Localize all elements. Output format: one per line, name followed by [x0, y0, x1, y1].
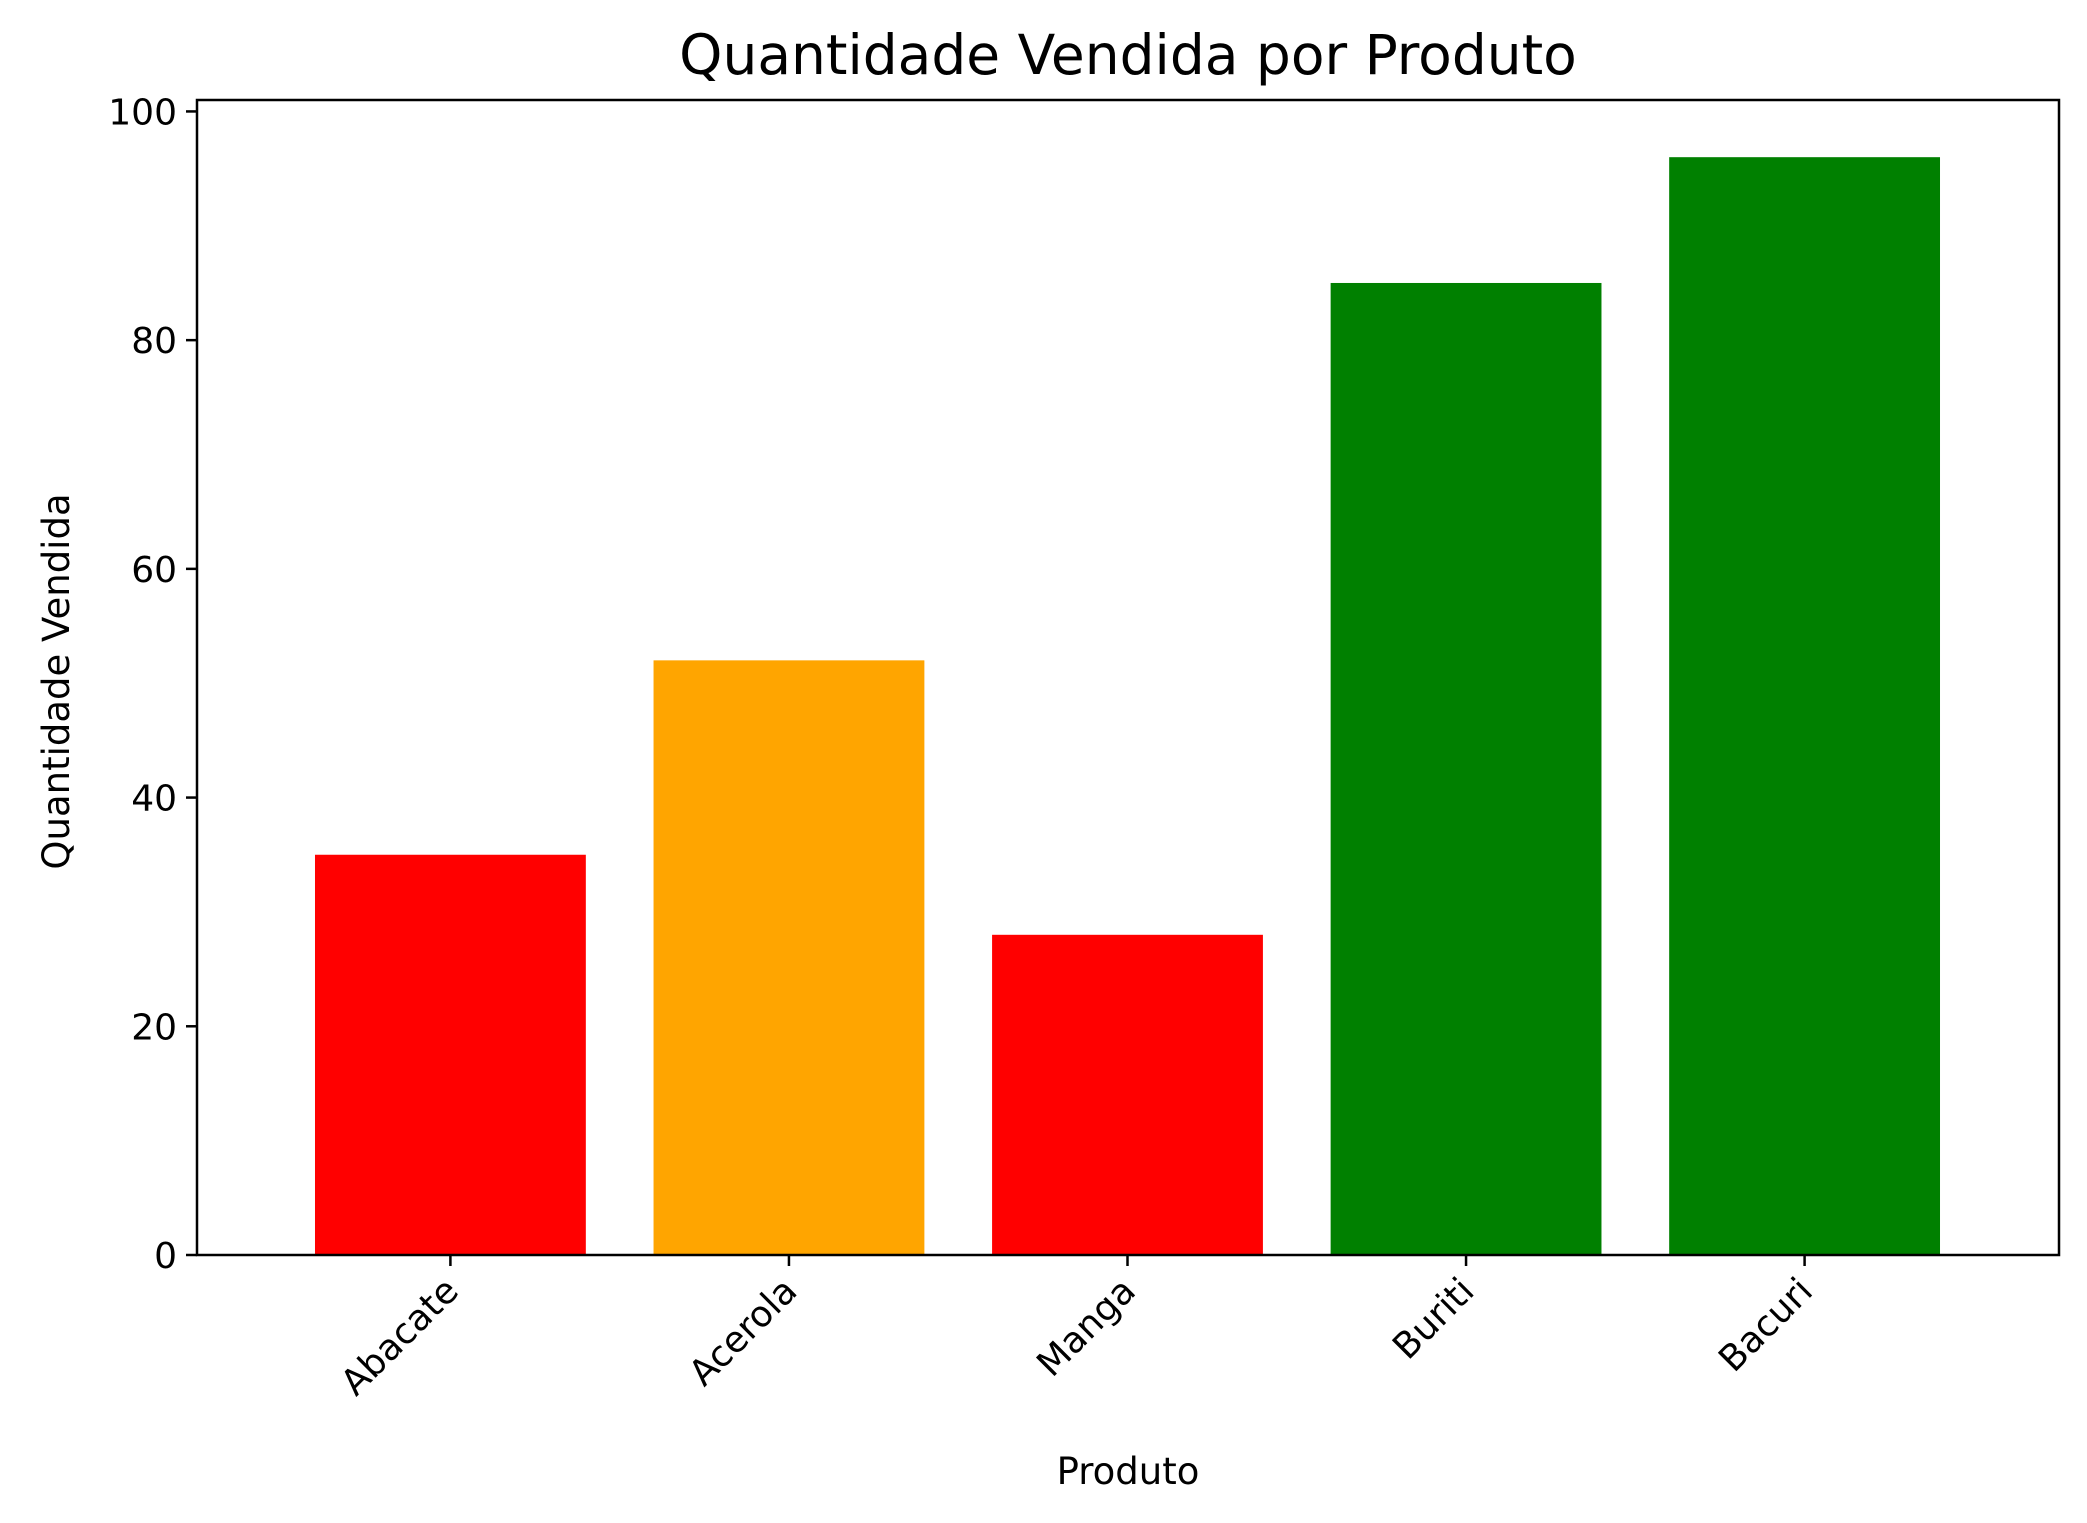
y-tick-label: 80 [131, 321, 177, 362]
bar-buriti [1330, 282, 1602, 1256]
bar-manga [992, 934, 1263, 1255]
y-tick-label: 100 [108, 92, 177, 133]
y-axis-ticks: 0 20 40 60 80 100 [108, 92, 197, 1277]
chart-title: Quantidade Vendida por Produto [679, 23, 1577, 87]
bar-abacate [314, 854, 586, 1255]
bar-acerola [653, 660, 925, 1255]
x-axis-label: Produto [1057, 1450, 1200, 1493]
bars-layer [314, 157, 1941, 1256]
y-axis-label: Quantidade Vendida [35, 493, 78, 869]
bar-bacuri [1669, 157, 1941, 1256]
y-tick-label: 0 [154, 1236, 177, 1277]
axes-frame [195, 98, 2061, 1257]
y-tick-label: 20 [131, 1007, 177, 1048]
y-tick-label: 40 [131, 779, 177, 820]
y-tick-label: 60 [131, 550, 177, 591]
